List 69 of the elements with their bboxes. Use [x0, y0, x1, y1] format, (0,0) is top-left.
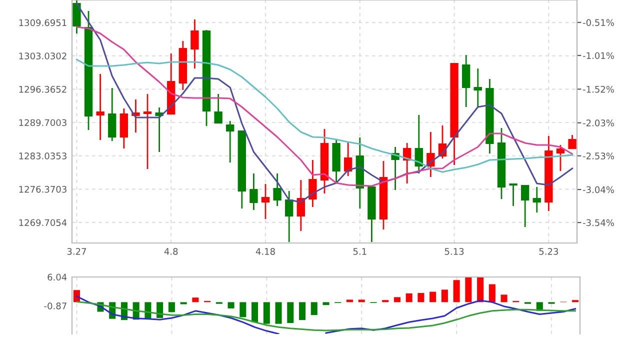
x-tick-label: 5.13 [444, 248, 464, 255]
y-tick-label: 1276.3703 [19, 186, 66, 193]
candlestick [108, 87, 116, 142]
y2-tick-label: -2.03% [582, 120, 614, 126]
x-tick-label: 3.27 [67, 248, 86, 255]
y2-tick-label: -0.51% [582, 19, 614, 26]
bar [156, 302, 164, 318]
y2-tick-label: -1.52% [582, 86, 614, 93]
candlestick [96, 73, 104, 141]
candlestick [72, 0, 81, 34]
y-tick-label: 1303.0302 [19, 52, 66, 60]
candlestick [509, 183, 518, 207]
bar [406, 293, 412, 302]
y2-tick-label: -1.01% [582, 52, 614, 60]
candlestick [520, 184, 530, 228]
bar [275, 302, 282, 324]
bar [240, 302, 246, 318]
y2-tick-label: -3.54% [582, 219, 614, 226]
bar [346, 300, 353, 302]
candlestick [462, 54, 470, 108]
bar [358, 300, 365, 302]
candlestick [474, 68, 482, 108]
y2-tick-label: -2.53% [582, 152, 614, 160]
y-tick-label: 1283.0353 [19, 152, 66, 160]
bar [488, 284, 496, 302]
x-tick-label: 5.1 [353, 248, 366, 255]
candlestick [143, 93, 152, 170]
bar [299, 302, 306, 320]
bar [394, 297, 400, 302]
y-tick-label: 1296.3652 [19, 86, 66, 93]
bar [418, 293, 424, 302]
bar [287, 302, 294, 323]
y-tick-label: 1309.6951 [19, 19, 66, 26]
bar [310, 302, 318, 316]
bar [252, 302, 258, 322]
x-tick-label: 4.8 [164, 248, 178, 255]
candlestick [261, 183, 270, 220]
x-tick-label: 5.23 [539, 248, 558, 255]
line-series [76, 58, 574, 173]
bar [465, 277, 472, 302]
y-tick-label: 6.04 [48, 274, 67, 281]
bar [430, 292, 436, 302]
line-series [76, 300, 576, 332]
bar [477, 277, 484, 302]
bar [500, 294, 508, 302]
candlestick [556, 144, 565, 172]
candlestick [308, 159, 317, 208]
bar [322, 302, 330, 306]
bar [441, 290, 448, 302]
bar [263, 302, 270, 324]
y-tick-label: -0.87 [44, 302, 66, 310]
candlestick [226, 120, 234, 164]
y-tick-label: 1289.7003 [19, 119, 66, 126]
y2-tick-label: -3.04% [582, 186, 614, 194]
candlestick [285, 190, 294, 243]
candlestick [532, 186, 541, 214]
bar [168, 302, 175, 312]
bar [192, 298, 199, 302]
candlestick [214, 93, 222, 124]
candlestick [273, 172, 282, 207]
y-tick-label: 1269.7054 [19, 219, 67, 226]
candlestick [190, 18, 199, 70]
bar [228, 302, 234, 308]
candlestick [568, 134, 576, 150]
candlestick [120, 108, 128, 150]
bar [453, 280, 460, 302]
x-tick-label: 4.18 [256, 248, 275, 255]
candlestick [250, 172, 258, 211]
candlestick [344, 141, 352, 177]
